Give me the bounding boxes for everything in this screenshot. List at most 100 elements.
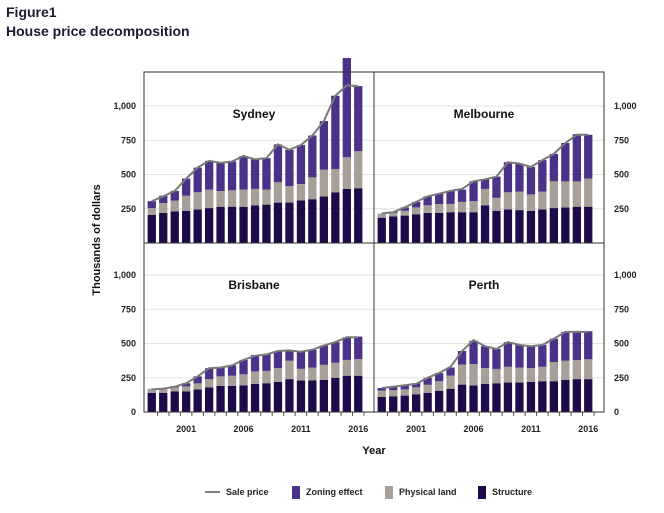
bar-zoning-effect bbox=[331, 95, 340, 169]
bar-zoning-effect bbox=[435, 373, 444, 382]
sale-price-line bbox=[151, 336, 359, 391]
bar-structure bbox=[457, 384, 467, 412]
bar-physical-land bbox=[227, 190, 237, 207]
bar-structure bbox=[205, 387, 214, 412]
bar-zoning-effect bbox=[538, 344, 547, 367]
bar-structure bbox=[538, 209, 547, 243]
bar-structure bbox=[549, 381, 558, 412]
bar-zoning-effect bbox=[480, 179, 490, 189]
bar-physical-land bbox=[435, 381, 444, 391]
bar-zoning-effect bbox=[526, 346, 536, 369]
bar-physical-land bbox=[354, 151, 363, 189]
bar-structure bbox=[296, 200, 306, 243]
bar-physical-land bbox=[159, 388, 168, 393]
bar-zoning-effect bbox=[446, 190, 455, 204]
bar-physical-land bbox=[170, 387, 179, 392]
bar-zoning-effect bbox=[572, 134, 581, 182]
panel-title: Perth bbox=[469, 278, 500, 292]
bar-physical-land bbox=[147, 208, 156, 215]
bar-zoning-effect bbox=[331, 342, 340, 363]
bar-physical-land bbox=[331, 169, 340, 193]
bar-zoning-effect bbox=[389, 386, 398, 391]
legend-sale-price-line bbox=[205, 491, 220, 493]
bar-structure bbox=[285, 202, 294, 243]
bar-zoning-effect bbox=[262, 158, 271, 190]
y-tick-label: 750 bbox=[614, 135, 629, 145]
bar-structure bbox=[159, 392, 168, 412]
panel-title: Brisbane bbox=[228, 278, 280, 292]
y-tick-label: 750 bbox=[121, 135, 136, 145]
bar-physical-land bbox=[549, 181, 558, 208]
bar-zoning-effect bbox=[423, 196, 432, 206]
bar-structure bbox=[182, 210, 191, 243]
bar-physical-land bbox=[193, 383, 202, 390]
bar-physical-land bbox=[561, 181, 570, 208]
bar-physical-land bbox=[400, 210, 409, 216]
bar-zoning-effect bbox=[182, 178, 191, 196]
bar-zoning-effect bbox=[503, 162, 513, 193]
bar-structure bbox=[147, 214, 156, 243]
bar-physical-land bbox=[239, 374, 248, 386]
y-tick-label: 1,000 bbox=[614, 101, 637, 111]
bar-structure bbox=[561, 207, 570, 243]
bar-zoning-effect bbox=[227, 161, 237, 191]
bar-structure bbox=[480, 383, 490, 412]
bar-zoning-effect bbox=[159, 195, 168, 204]
y-tick-label: 750 bbox=[614, 304, 629, 314]
bar-structure bbox=[319, 379, 328, 412]
bar-physical-land bbox=[584, 359, 593, 380]
bar-physical-land bbox=[423, 205, 432, 213]
bar-physical-land bbox=[457, 201, 467, 213]
bar-physical-land bbox=[308, 367, 317, 381]
bar-physical-land bbox=[515, 191, 524, 211]
bar-zoning-effect bbox=[205, 368, 214, 380]
legend-zoning-swatch bbox=[292, 485, 300, 499]
bar-zoning-effect bbox=[205, 160, 214, 190]
bar-physical-land bbox=[572, 359, 581, 380]
bar-structure bbox=[193, 389, 202, 412]
bar-structure bbox=[308, 380, 317, 412]
bar-zoning-effect bbox=[170, 190, 179, 201]
bar-zoning-effect bbox=[227, 365, 237, 376]
bar-structure bbox=[538, 381, 547, 412]
y-tick-label: 500 bbox=[121, 170, 136, 180]
bar-structure bbox=[446, 212, 455, 243]
bar-structure bbox=[227, 206, 237, 243]
x-tick-label: 2006 bbox=[234, 424, 254, 434]
bar-zoning-effect bbox=[216, 162, 225, 191]
bar-structure bbox=[273, 381, 283, 412]
bar-zoning-effect bbox=[469, 340, 478, 365]
bar-zoning-effect bbox=[273, 144, 283, 183]
bar-physical-land bbox=[526, 368, 536, 382]
bar-physical-land bbox=[561, 360, 570, 380]
bar-zoning-effect bbox=[584, 134, 593, 179]
bar-structure bbox=[423, 392, 432, 412]
bar-zoning-effect bbox=[273, 351, 283, 369]
bar-structure bbox=[412, 214, 421, 243]
bar-physical-land bbox=[412, 207, 421, 215]
bar-physical-land bbox=[239, 189, 248, 207]
bar-physical-land bbox=[205, 189, 214, 209]
bar-structure bbox=[250, 383, 260, 412]
bar-physical-land bbox=[250, 188, 260, 206]
bar-structure bbox=[342, 188, 351, 243]
bar-physical-land bbox=[503, 366, 513, 383]
bar-zoning-effect bbox=[423, 377, 432, 385]
legend-item-physical-land: Physical land bbox=[385, 482, 457, 502]
legend: Sale price Zoning effect Physical land S… bbox=[0, 482, 664, 502]
bar-structure bbox=[561, 379, 570, 412]
bar-physical-land bbox=[193, 192, 202, 210]
bar-physical-land bbox=[273, 368, 283, 382]
bar-physical-land bbox=[526, 194, 536, 211]
bar-structure bbox=[239, 206, 248, 243]
y-tick-label: 750 bbox=[121, 304, 136, 314]
bar-structure bbox=[216, 206, 225, 243]
bar-zoning-effect bbox=[377, 388, 386, 391]
bar-physical-land bbox=[319, 169, 328, 197]
sale-price-line bbox=[381, 133, 589, 215]
bar-physical-land bbox=[400, 389, 409, 396]
bar-physical-land bbox=[572, 181, 581, 207]
bar-physical-land bbox=[205, 379, 214, 388]
bar-zoning-effect bbox=[400, 385, 409, 390]
x-tick-label: 2016 bbox=[578, 424, 598, 434]
